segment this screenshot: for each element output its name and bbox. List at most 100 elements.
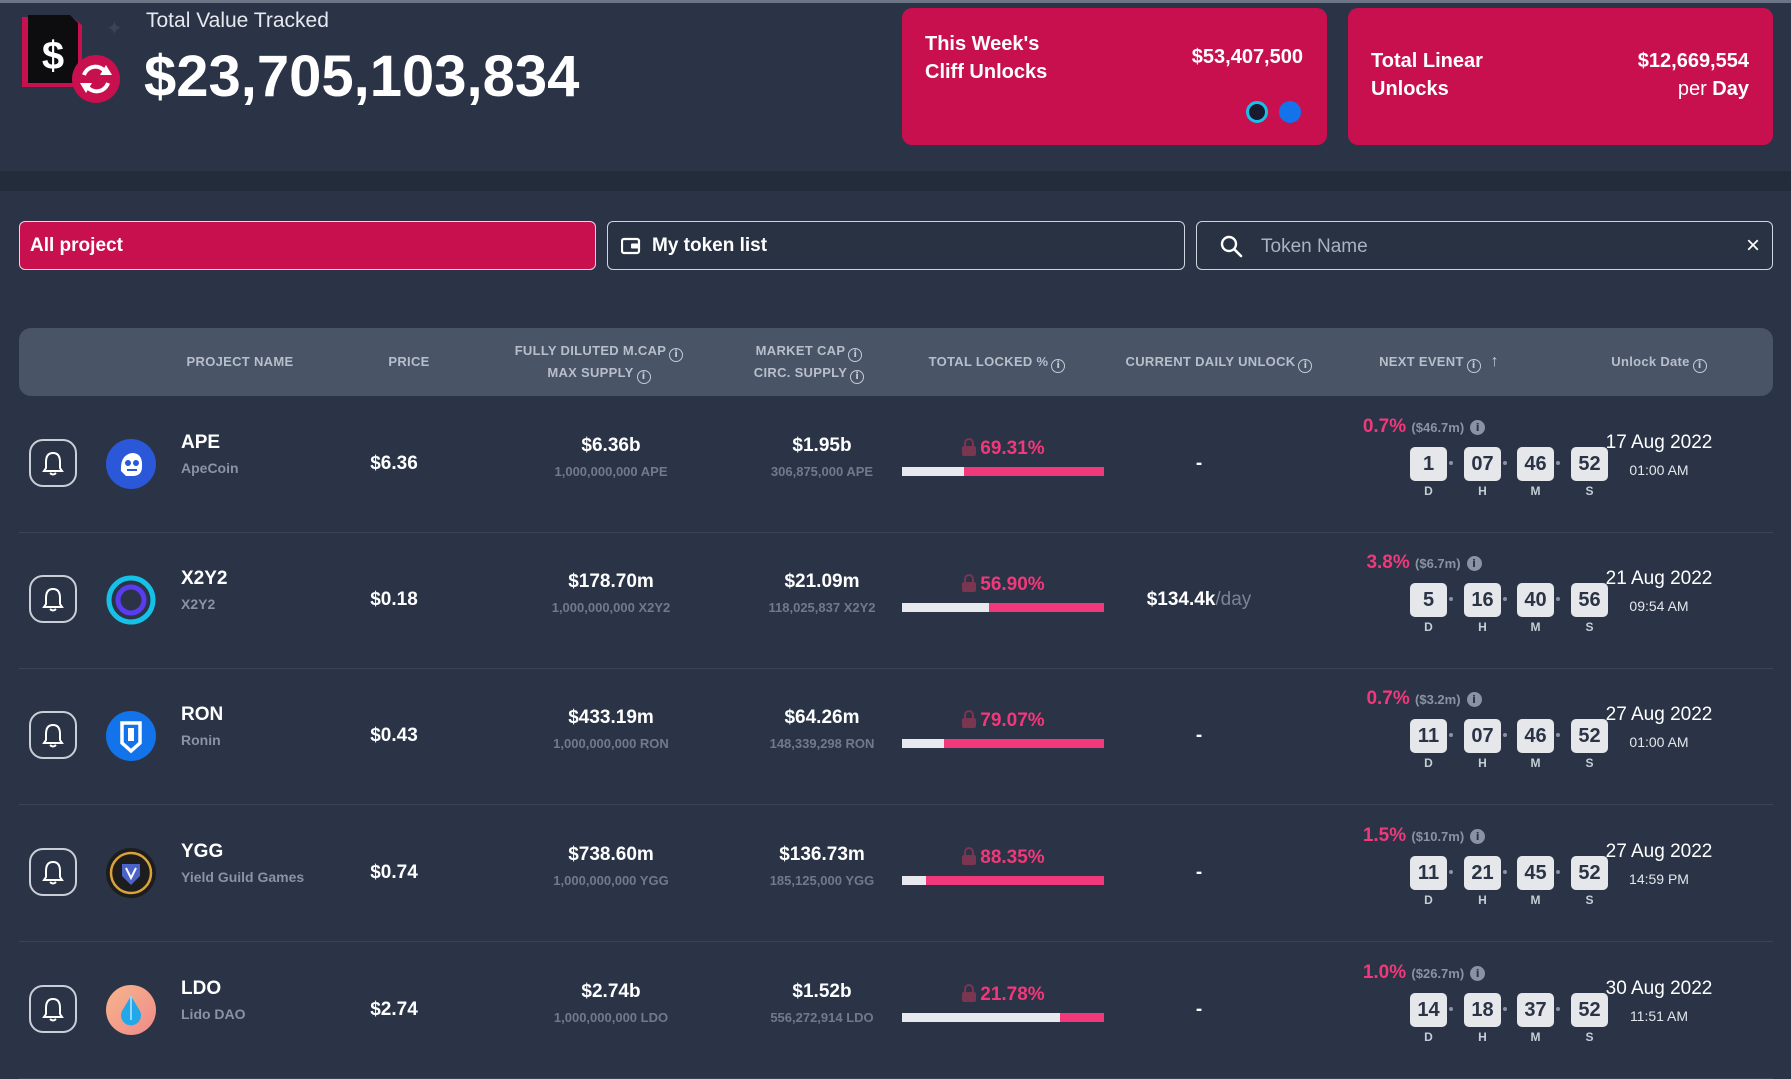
header-daily-label: CURRENT DAILY UNLOCK bbox=[1125, 354, 1296, 369]
token-row-x2y2[interactable]: X2Y2 X2Y2 $0.18 $178.70m 1,000,000,000 X2Y2 $… bbox=[19, 532, 1773, 669]
event-info-icon[interactable]: i bbox=[1470, 966, 1486, 981]
countdown-label-d: D bbox=[1424, 756, 1433, 770]
max-supply-info-icon[interactable]: i bbox=[636, 370, 651, 384]
circ-supply-info-icon[interactable]: i bbox=[850, 370, 865, 384]
divider-band bbox=[0, 171, 1791, 191]
daily-info-icon[interactable]: i bbox=[1298, 359, 1313, 373]
linear-title-2: Unlocks bbox=[1371, 78, 1449, 100]
header-total-locked[interactable]: TOTAL LOCKED % i bbox=[887, 351, 1107, 373]
current-daily-unlock: - bbox=[1069, 862, 1329, 884]
token-symbol[interactable]: X2Y2 bbox=[181, 568, 228, 589]
daily-unlock-value: - bbox=[1195, 725, 1203, 746]
all-project-button[interactable]: All project bbox=[19, 221, 596, 270]
cliff-title-1: This Week's bbox=[925, 33, 1040, 55]
token-price: $0.43 bbox=[370, 725, 418, 746]
fully-diluted-mcap: $738.60m bbox=[568, 844, 654, 865]
locked-progress-bar bbox=[902, 876, 1104, 885]
countdown-label-m: M bbox=[1530, 1030, 1541, 1044]
header-next-event[interactable]: NEXT EVENT i ↑ bbox=[1339, 351, 1539, 373]
fully-diluted-mcap: $433.19m bbox=[568, 707, 654, 728]
countdown-separator bbox=[1449, 1007, 1453, 1011]
token-row-ldo[interactable]: LDO Lido DAO $2.74 $2.74b 1,000,000,000 LDO $… bbox=[19, 942, 1773, 1079]
header-daily-unlock[interactable]: CURRENT DAILY UNLOCK i bbox=[1099, 351, 1339, 373]
countdown-label-h: H bbox=[1478, 893, 1487, 907]
countdown-h: 18 bbox=[1464, 993, 1501, 1027]
event-info-icon[interactable]: i bbox=[1470, 420, 1486, 435]
unlocked-fill bbox=[902, 876, 926, 885]
per-text: per bbox=[1677, 78, 1707, 100]
notification-bell-button[interactable] bbox=[29, 985, 77, 1033]
mcap-info-icon[interactable]: i bbox=[848, 348, 863, 362]
next-event-usd: ($26.7m) bbox=[1411, 966, 1465, 981]
total-locked-percent: 88.35% bbox=[902, 847, 1104, 869]
countdown-separator bbox=[1556, 597, 1560, 601]
event-info-icon[interactable]: i bbox=[1466, 692, 1482, 707]
countdown-separator bbox=[1556, 733, 1560, 737]
token-row-ron[interactable]: RON Ronin $0.43 $433.19m 1,000,000,000 RON $6… bbox=[19, 668, 1773, 805]
countdown-label-d: D bbox=[1424, 620, 1433, 634]
token-symbol[interactable]: YGG bbox=[181, 841, 224, 862]
notification-bell-button[interactable] bbox=[29, 575, 77, 623]
x2y2-coin-icon[interactable] bbox=[1246, 101, 1268, 123]
linear-unlocks-card[interactable]: Total Linear Unlocks $12,669,554 per Day bbox=[1348, 8, 1773, 145]
header-market-cap[interactable]: MARKET CAP i CIRC. SUPPLY i bbox=[709, 340, 909, 384]
ronin-coin-icon[interactable] bbox=[1279, 101, 1301, 123]
fdv-info-icon[interactable]: i bbox=[669, 348, 684, 362]
locked-info-icon[interactable]: i bbox=[1051, 359, 1066, 373]
notification-bell-button[interactable] bbox=[29, 439, 77, 487]
ape-token-icon bbox=[106, 439, 156, 489]
linear-title-1: Total Linear bbox=[1371, 50, 1483, 72]
svg-text:$: $ bbox=[42, 34, 64, 78]
countdown-label-d: D bbox=[1424, 1030, 1433, 1044]
header-fdv[interactable]: FULLY DILUTED M.CAP i MAX SUPPLY i bbox=[479, 340, 719, 384]
token-symbol[interactable]: RON bbox=[181, 704, 224, 725]
next-event-percent: 1.0% bbox=[1362, 962, 1407, 983]
cliff-unlocks-card[interactable]: This Week's Cliff Unlocks $53,407,500 bbox=[902, 8, 1327, 145]
daily-unlock-value: - bbox=[1195, 453, 1203, 474]
header-unlock-date[interactable]: Unlock Date i bbox=[1589, 351, 1729, 373]
total-locked-percent: 69.31% bbox=[902, 438, 1104, 460]
next-event-info-icon[interactable]: i bbox=[1466, 359, 1481, 373]
token-row-ygg[interactable]: YGG Yield Guild Games $0.74 $738.60m 1,000,0… bbox=[19, 805, 1773, 942]
token-symbol[interactable]: APE bbox=[181, 432, 221, 453]
cliff-title-2: Cliff Unlocks bbox=[925, 61, 1048, 83]
notification-bell-button[interactable] bbox=[29, 711, 77, 759]
countdown-m: 46 bbox=[1517, 719, 1554, 753]
token-search-box[interactable]: × bbox=[1196, 221, 1773, 270]
token-name: X2Y2 bbox=[181, 596, 216, 612]
lock-icon bbox=[962, 847, 977, 865]
token-name-input[interactable] bbox=[1259, 231, 1723, 263]
token-row-ape[interactable]: APE ApeCoin $6.36 $6.36b 1,000,000,000 APE $1… bbox=[19, 396, 1773, 533]
token-price: $6.36 bbox=[370, 453, 418, 474]
countdown-separator bbox=[1503, 870, 1507, 874]
event-info-icon[interactable]: i bbox=[1466, 556, 1482, 571]
countdown-label-s: S bbox=[1585, 484, 1594, 498]
header-price[interactable]: PRICE bbox=[388, 354, 430, 369]
countdown-separator bbox=[1449, 870, 1453, 874]
countdown-separator bbox=[1503, 733, 1507, 737]
notification-bell-button[interactable] bbox=[29, 848, 77, 896]
countdown-label-s: S bbox=[1585, 620, 1594, 634]
countdown-s: 56 bbox=[1571, 583, 1608, 617]
bell-icon bbox=[42, 451, 64, 476]
total-value-label: Total Value Tracked bbox=[146, 9, 329, 32]
countdown-separator bbox=[1556, 1007, 1560, 1011]
next-event-percent: 0.7% bbox=[1366, 688, 1410, 709]
max-supply: 1,000,000,000 APE bbox=[554, 464, 668, 479]
token-name: Ronin bbox=[181, 732, 221, 748]
unlock-date: 21 Aug 2022 bbox=[1605, 568, 1713, 589]
token-symbol[interactable]: LDO bbox=[181, 978, 222, 999]
countdown-label-m: M bbox=[1530, 620, 1541, 634]
next-event-usd: ($10.7m) bbox=[1411, 829, 1465, 844]
token-price: $0.74 bbox=[370, 862, 418, 883]
summary-header: $ ✦ Total Value Tracked $23,705,103,834 … bbox=[0, 3, 1791, 171]
event-info-icon[interactable]: i bbox=[1470, 829, 1486, 844]
clear-search-icon[interactable]: × bbox=[1745, 232, 1760, 259]
wallet-icon bbox=[621, 237, 641, 255]
sort-arrow-up-icon[interactable]: ↑ bbox=[1490, 353, 1499, 370]
my-token-list-button[interactable]: My token list bbox=[607, 221, 1185, 270]
countdown-separator bbox=[1503, 1007, 1507, 1011]
header-project-name[interactable]: PROJECT NAME bbox=[186, 354, 294, 369]
my-token-list-label: My token list bbox=[652, 235, 768, 256]
unlock-date-info-icon[interactable]: i bbox=[1692, 359, 1707, 373]
